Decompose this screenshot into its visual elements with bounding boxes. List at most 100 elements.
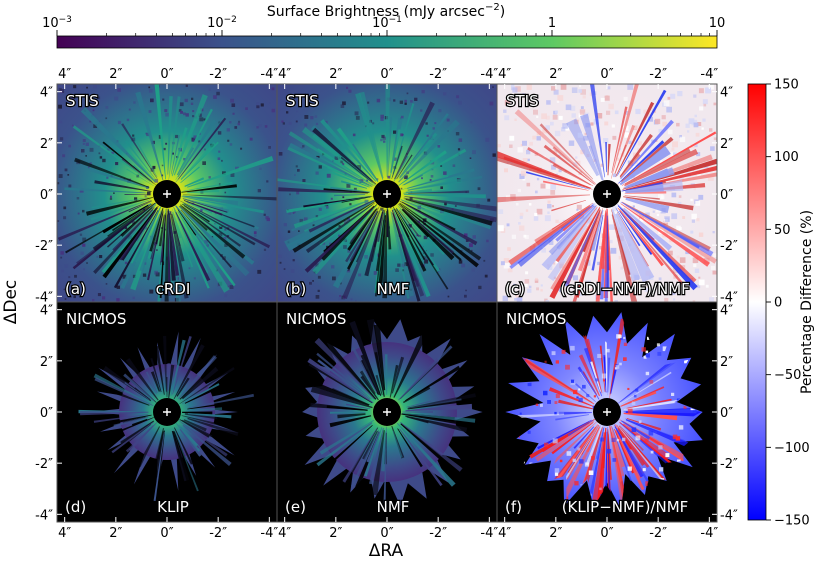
- image-pixel: [603, 379, 606, 382]
- image-streak: [552, 146, 597, 185]
- image-pixel: [114, 96, 119, 101]
- y-left-tick-label: -2″: [35, 239, 53, 254]
- y-left-tick-label: 0″: [40, 406, 53, 421]
- image-pixel: [605, 170, 610, 175]
- image-pixel: [82, 243, 86, 247]
- panel-e: NICMOS (e) NMF: [276, 301, 498, 523]
- image-streak: [364, 211, 383, 277]
- image-streak: [337, 413, 366, 419]
- image-pixel: [693, 94, 697, 98]
- image-pixel: [117, 88, 121, 92]
- image-pixel: [271, 108, 276, 113]
- image-streak: [602, 428, 607, 469]
- image-pixel: [600, 163, 604, 167]
- image-pixel: [612, 173, 617, 178]
- image-pixel: [584, 132, 587, 136]
- image-pixel: [623, 96, 628, 101]
- image-pixel: [631, 401, 636, 406]
- image-streak: [167, 209, 176, 281]
- image-streak: [320, 425, 373, 474]
- image-streak: [121, 123, 158, 179]
- image-pixel: [644, 288, 649, 292]
- image-streak: [177, 211, 230, 293]
- image-pixel: [593, 395, 596, 398]
- image-streak: [617, 207, 664, 267]
- image-pixel: [68, 276, 71, 279]
- image-streak: [621, 131, 717, 186]
- image-pixel: [161, 174, 164, 177]
- image-streak: [396, 422, 456, 487]
- image-pixel: [132, 296, 135, 300]
- image-streak: [172, 336, 192, 395]
- image-streak: [392, 208, 431, 298]
- image-pixel: [608, 103, 614, 110]
- image-streak: [360, 375, 379, 401]
- image-pixel: [192, 139, 195, 142]
- image-pixel: [676, 122, 680, 127]
- image-pixel: [551, 351, 556, 356]
- image-pixel: [580, 89, 586, 95]
- image-pixel: [342, 196, 345, 199]
- image-pixel: [536, 287, 539, 291]
- image-streak: [159, 213, 166, 299]
- x-top-tick-label: 2″: [329, 67, 342, 82]
- image-pixel: [621, 437, 626, 442]
- image-pixel: [443, 171, 447, 175]
- image-pixel: [485, 137, 490, 142]
- image-pixel: [469, 243, 473, 248]
- image-pixel: [63, 206, 67, 210]
- image-pixel: [98, 152, 101, 155]
- image-pixel: [677, 459, 681, 464]
- image-pixel: [457, 148, 461, 151]
- x-top-tick-label: 2″: [109, 67, 122, 82]
- x-top-tick-label: 4″: [278, 67, 291, 82]
- image-pixel: [674, 152, 677, 155]
- image-pixel: [234, 126, 238, 129]
- image-pixel: [555, 260, 559, 264]
- image-streak: [179, 424, 201, 449]
- image-streak: [330, 422, 373, 454]
- image-pixel: [645, 350, 649, 354]
- image-pixel: [621, 265, 625, 269]
- image-pixel: [264, 125, 268, 128]
- image-streak: [588, 145, 603, 181]
- panel-c-image: [497, 84, 717, 304]
- image-streak: [578, 354, 600, 397]
- image-streak: [575, 383, 596, 403]
- image-streak: [595, 213, 606, 304]
- image-pixel: [682, 216, 686, 219]
- image-streak: [131, 418, 148, 427]
- image-pixel: [224, 294, 228, 298]
- image-pixel: [89, 147, 94, 152]
- image-pixel: [540, 284, 543, 287]
- image-pixel: [584, 462, 590, 467]
- image-streak: [175, 205, 215, 257]
- image-streak: [168, 96, 181, 181]
- image-pixel: [338, 297, 343, 301]
- image-streak: [591, 215, 604, 271]
- image-pixel: [548, 240, 554, 245]
- image-streak: [92, 417, 154, 444]
- image-streak: [327, 166, 371, 187]
- image-pixel: [504, 99, 511, 106]
- image-pixel: [404, 99, 407, 103]
- x-top-tick-label: -2″: [649, 67, 667, 82]
- image-pixel: [559, 459, 563, 463]
- image-pixel: [543, 390, 548, 396]
- image-streak: [180, 209, 232, 268]
- image-pixel: [148, 89, 153, 93]
- image-pixel: [511, 234, 516, 239]
- image-streak: [171, 208, 194, 268]
- image-streak: [371, 430, 385, 496]
- image-pixel: [99, 156, 103, 159]
- image-streak: [317, 359, 371, 400]
- image-pixel: [529, 285, 532, 289]
- image-pixel: [229, 143, 233, 146]
- image-pixel: [526, 182, 531, 187]
- image-pixel: [315, 171, 319, 175]
- image-streak: [558, 399, 593, 410]
- image-streak: [527, 147, 594, 187]
- image-streak: [93, 373, 151, 404]
- image-streak: [607, 429, 612, 480]
- image-streak: [378, 215, 386, 283]
